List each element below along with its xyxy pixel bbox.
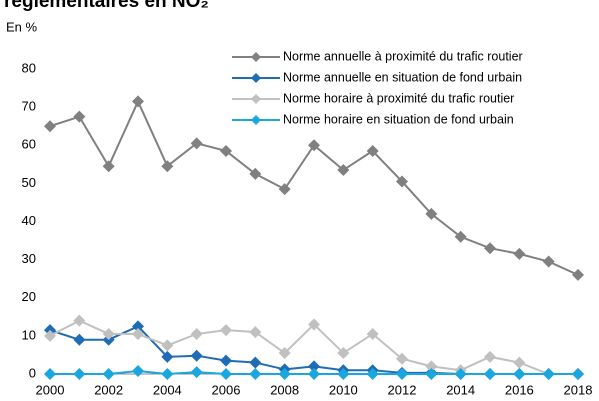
data-point bbox=[484, 242, 496, 255]
data-point bbox=[190, 349, 203, 362]
data-point bbox=[161, 350, 174, 363]
chart-title: réglementaires en NO₂ bbox=[4, 0, 209, 12]
data-point bbox=[44, 368, 56, 380]
data-point bbox=[337, 164, 350, 177]
data-point bbox=[572, 368, 584, 380]
data-point bbox=[132, 320, 144, 333]
data-point bbox=[425, 360, 438, 373]
legend-marker bbox=[251, 73, 261, 83]
x-tick-label: 2014 bbox=[446, 382, 475, 397]
x-tick-label: 2016 bbox=[505, 382, 534, 397]
data-point bbox=[249, 356, 262, 369]
data-point bbox=[572, 268, 584, 281]
legend-item: Norme annuelle en situation de fond urba… bbox=[232, 70, 522, 84]
data-point bbox=[308, 360, 320, 373]
data-point bbox=[190, 366, 203, 379]
data-point bbox=[337, 347, 350, 360]
data-point bbox=[44, 329, 56, 342]
y-tick-label: 70 bbox=[22, 99, 36, 114]
data-point bbox=[454, 368, 467, 380]
x-tick-label: 2018 bbox=[564, 382, 593, 397]
data-point bbox=[366, 144, 379, 157]
data-point bbox=[308, 318, 320, 331]
x-tick-label: 2000 bbox=[36, 382, 65, 397]
data-point bbox=[513, 368, 526, 380]
data-point bbox=[366, 368, 379, 380]
data-point bbox=[542, 368, 555, 380]
data-point bbox=[249, 368, 262, 380]
y-tick-label: 20 bbox=[22, 289, 36, 304]
x-tick-label: 2010 bbox=[329, 382, 358, 397]
legend-label: Norme horaire en situation de fond urbai… bbox=[283, 112, 514, 126]
data-point bbox=[220, 354, 232, 367]
y-tick-label: 10 bbox=[22, 327, 36, 342]
data-point bbox=[73, 368, 86, 380]
data-point bbox=[484, 368, 496, 380]
data-point bbox=[278, 368, 291, 380]
legend-label: Norme annuelle à proximité du trafic rou… bbox=[283, 49, 523, 63]
chart-subtitle: En % bbox=[6, 19, 38, 34]
data-point bbox=[102, 160, 115, 173]
y-tick-label: 60 bbox=[22, 137, 36, 152]
data-point bbox=[308, 139, 320, 152]
data-point bbox=[161, 368, 174, 380]
data-point bbox=[278, 183, 291, 196]
data-point bbox=[190, 137, 203, 150]
legend-marker bbox=[251, 115, 261, 125]
data-point bbox=[220, 368, 232, 380]
legend-label: Norme horaire à proximité du trafic rout… bbox=[283, 91, 514, 105]
x-tick-label: 2012 bbox=[388, 382, 417, 397]
y-tick-label: 50 bbox=[22, 175, 36, 190]
data-point bbox=[44, 120, 56, 133]
y-tick-label: 0 bbox=[29, 365, 36, 380]
data-point bbox=[190, 327, 203, 340]
data-point bbox=[425, 368, 438, 380]
data-point bbox=[513, 356, 526, 369]
data-point bbox=[542, 255, 555, 268]
data-point bbox=[132, 364, 144, 377]
data-point bbox=[396, 175, 408, 188]
legend-item: Norme horaire en situation de fond urbai… bbox=[232, 112, 514, 126]
series-line bbox=[49, 98, 579, 276]
data-point bbox=[308, 368, 320, 380]
data-point bbox=[73, 333, 86, 346]
data-point bbox=[249, 167, 262, 180]
x-tick-label: 2008 bbox=[270, 382, 299, 397]
data-point bbox=[425, 207, 438, 220]
data-point bbox=[73, 314, 86, 327]
data-point bbox=[337, 368, 350, 380]
y-tick-label: 40 bbox=[22, 213, 36, 228]
data-point bbox=[73, 110, 86, 123]
data-point bbox=[132, 95, 144, 108]
data-point bbox=[454, 230, 467, 243]
data-point bbox=[513, 247, 526, 260]
x-tick-label: 2002 bbox=[94, 382, 123, 397]
legend-item: Norme horaire à proximité du trafic rout… bbox=[232, 91, 514, 105]
data-point bbox=[484, 350, 496, 363]
legend-label: Norme annuelle en situation de fond urba… bbox=[283, 70, 522, 84]
y-tick-label: 80 bbox=[22, 60, 36, 75]
legend-marker bbox=[251, 52, 261, 62]
legend-item: Norme annuelle à proximité du trafic rou… bbox=[232, 49, 523, 63]
y-tick-label: 30 bbox=[22, 251, 36, 266]
data-point bbox=[396, 352, 408, 365]
data-point bbox=[161, 339, 174, 352]
data-point bbox=[249, 326, 262, 339]
x-tick-label: 2004 bbox=[153, 382, 182, 397]
data-point bbox=[161, 160, 174, 173]
data-point bbox=[220, 324, 232, 337]
data-point bbox=[102, 368, 115, 380]
data-point bbox=[278, 347, 291, 360]
x-tick-label: 2006 bbox=[212, 382, 241, 397]
data-point bbox=[220, 144, 232, 157]
data-point bbox=[132, 327, 144, 340]
data-point bbox=[102, 327, 115, 340]
data-point bbox=[366, 327, 379, 340]
legend-marker bbox=[251, 94, 261, 104]
data-point bbox=[396, 368, 408, 380]
